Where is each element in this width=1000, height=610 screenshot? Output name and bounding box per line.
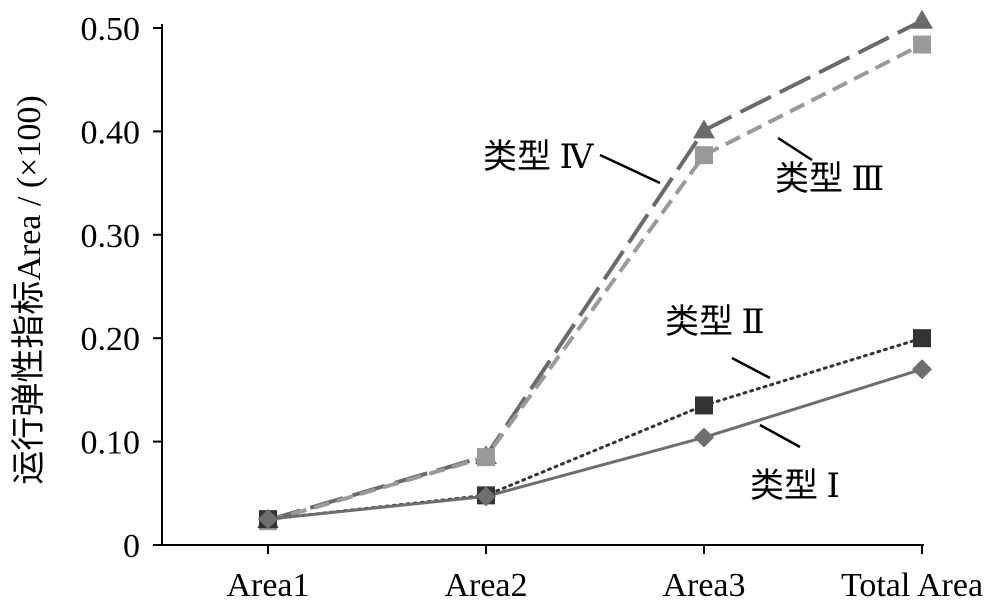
y-axis-title: 运行弹性指标Area / (×100) <box>10 95 48 484</box>
y-tick-label: 0 <box>123 528 140 565</box>
series-1-point <box>476 486 496 507</box>
y-tick-label: 0.20 <box>81 321 141 358</box>
series-4-point <box>911 9 933 29</box>
axes: 0 0.10 0.20 0.30 0.40 0.50 Area1 Area2 Area3 Tota… <box>81 11 984 604</box>
annotation-leader-line <box>731 356 771 380</box>
x-tick-label: Area1 <box>226 567 309 604</box>
series-1-point <box>258 509 278 530</box>
series-annotation-label: 类型 Ⅰ <box>750 467 840 505</box>
marker-layer <box>257 9 933 531</box>
series-1-point <box>694 427 714 448</box>
y-tick-label: 0.30 <box>81 218 141 255</box>
series-line-3 <box>267 42 923 524</box>
series-4-point <box>693 119 715 139</box>
x-tick-label: Area2 <box>444 567 527 604</box>
y-tick-label: 0.10 <box>81 425 141 462</box>
series-1-point <box>912 359 932 380</box>
series-3-point <box>913 35 931 54</box>
y-tick-label: 0.50 <box>81 11 141 48</box>
series-annotation-label: 类型 Ⅲ <box>775 160 884 198</box>
series-3-point <box>695 146 713 165</box>
series-line-1 <box>267 367 923 521</box>
series-3-point <box>477 448 495 467</box>
x-tick-label: Area3 <box>662 567 745 604</box>
annotation-leader-line <box>759 423 801 449</box>
annotation-leader-line <box>599 153 661 185</box>
series-annotation-label: 类型 Ⅱ <box>665 303 765 341</box>
annotation-layer: 类型 Ⅰ 类型 Ⅱ 类型 Ⅲ 类型 Ⅳ <box>483 136 884 505</box>
annotation-leader-line <box>777 136 813 162</box>
series-2-point <box>913 329 931 348</box>
series-layer <box>266 18 924 524</box>
x-tick-label: Total Area <box>841 567 983 604</box>
series-line-4 <box>267 18 923 523</box>
series-annotation-label: 类型 Ⅳ <box>483 138 594 176</box>
series-2-point <box>695 396 713 415</box>
series-line-2 <box>266 336 924 521</box>
y-tick-label: 0.40 <box>81 114 141 151</box>
